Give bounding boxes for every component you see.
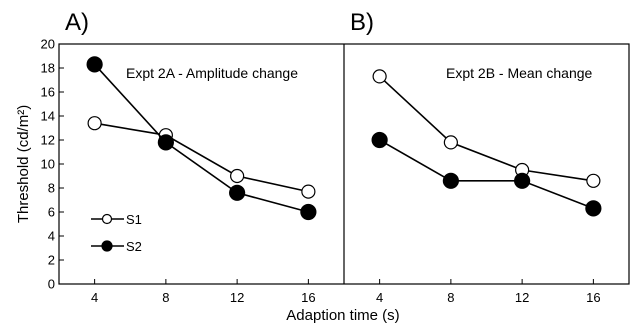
y-axis-title: Threshold (cd/m²) [15, 105, 32, 223]
x-tick-label: 8 [162, 290, 169, 305]
panel-b-s2-line [379, 139, 594, 210]
y-tick-label: 12 [41, 133, 55, 148]
legend-s2-marker [101, 240, 113, 252]
panel-a-s1-line [94, 122, 309, 193]
panel-a-s2-point [229, 184, 246, 201]
y-tick-label: 4 [48, 229, 55, 244]
axes-layer: 0 2 4 6 8 10 12 14 16 18 20 4 8 12 16 4 8 12 16 [41, 37, 630, 305]
panel-a-s1-point [230, 168, 245, 184]
y-tick-label: 6 [48, 205, 55, 220]
y-tick-label: 0 [48, 277, 55, 292]
x-tick-label: 4 [376, 290, 383, 305]
panel-a-s2-line [94, 63, 309, 213]
panel-b-s1-point [372, 69, 387, 84]
series-layer [86, 56, 602, 221]
panel-b-s2-point [585, 200, 602, 217]
panel-a-s2-point [86, 56, 103, 73]
y-tick-label: 10 [41, 157, 55, 172]
panel-b-s2-point [514, 172, 531, 189]
panel-b-annotation: Expt 2B - Mean change [446, 65, 593, 81]
x-tick-label: 16 [301, 290, 315, 305]
y-tick-label: 2 [48, 253, 55, 268]
panel-b-s2-point [371, 131, 388, 149]
x-tick-label: 8 [447, 290, 454, 305]
panel-b-s1-line [379, 75, 594, 182]
panel-a-annotation: Expt 2A - Amplitude change [126, 65, 298, 81]
x-tick-label: 12 [230, 290, 244, 305]
legend-s2-label: S2 [126, 239, 142, 254]
y-tick-label: 14 [41, 109, 55, 124]
x-tick-label: 16 [586, 290, 600, 305]
y-tick-label: 20 [41, 37, 55, 52]
legend-s1-marker [101, 213, 113, 225]
x-tick-label: 12 [515, 290, 529, 305]
y-tick-label: 16 [41, 85, 55, 100]
panel-a-letter: A) [65, 9, 89, 36]
panel-a-s1-point [301, 184, 316, 199]
x-axis-title: Adaption time (s) [286, 307, 399, 324]
panel-b-s1-point [443, 135, 458, 150]
panel-a-s1-point [87, 116, 102, 131]
label-layer: A) B) Expt 2A - Amplitude change Expt 2B… [15, 9, 593, 324]
legend-s1-label: S1 [126, 212, 142, 227]
panel-a-s2-point [157, 134, 174, 151]
panel-a-s2-point [300, 203, 317, 221]
y-tick-label: 18 [41, 61, 55, 76]
y-tick-label: 8 [48, 181, 55, 196]
x-tick-label: 4 [91, 290, 98, 305]
panel-b-letter: B) [350, 9, 374, 36]
panel-b-s2-point [442, 172, 459, 189]
panel-b-s1-point [586, 173, 601, 188]
